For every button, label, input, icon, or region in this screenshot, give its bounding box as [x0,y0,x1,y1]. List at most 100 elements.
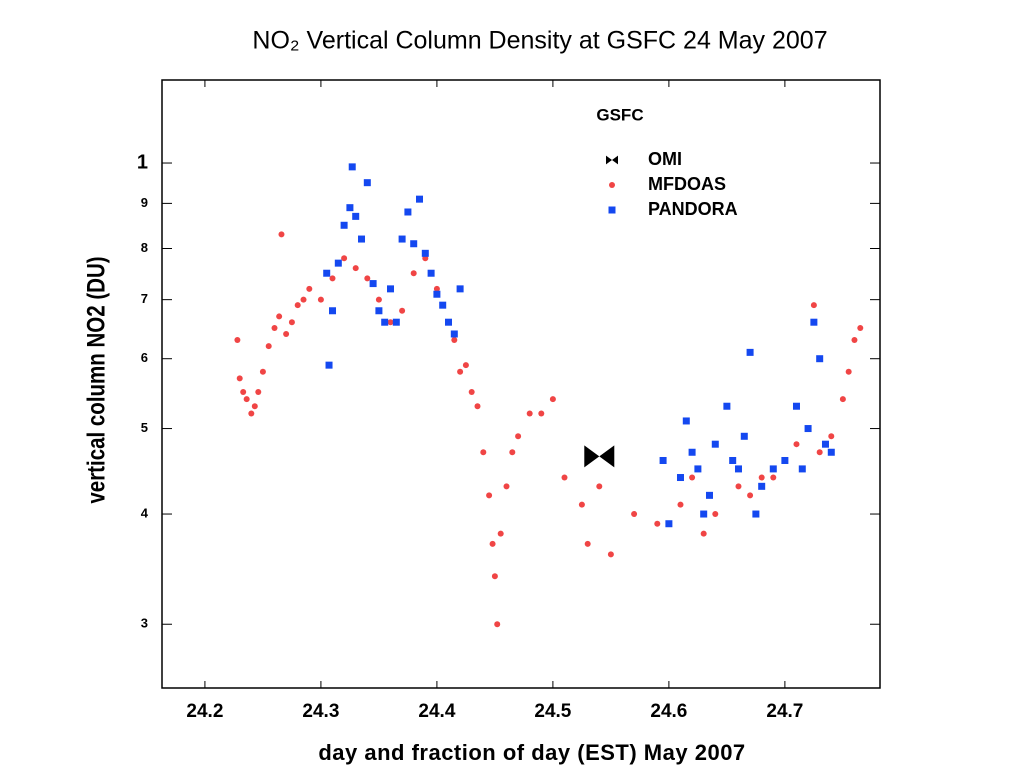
y-tick-label: 7 [141,291,148,306]
point [468,389,475,396]
point [758,474,765,481]
point [769,465,777,473]
point [445,318,453,326]
point [688,448,696,456]
point [248,410,255,417]
point [584,540,591,547]
point [410,270,417,277]
y-tick-label: 6 [141,350,148,365]
point [387,319,394,326]
point [723,402,731,410]
point [369,280,377,288]
point [375,296,382,303]
point [457,368,464,375]
point [348,163,356,171]
point [236,375,243,382]
point [740,432,748,440]
point [497,530,504,537]
point [682,417,690,425]
y-tick-label: 3 [141,616,148,631]
chart-title: NO₂ Vertical Column Density at GSFC 24 M… [252,27,827,55]
point [317,296,324,303]
point [271,325,278,332]
point [323,269,331,277]
point [329,307,337,315]
point [300,296,307,303]
point [278,231,285,238]
point [781,456,789,464]
point [392,318,400,326]
point [491,573,498,580]
point [694,465,702,473]
point [439,301,447,309]
point [358,235,366,243]
point [288,319,295,326]
point [450,330,458,338]
point [451,337,458,344]
legend-label: MFDOAS [648,174,726,194]
point [433,285,440,292]
point [341,255,348,262]
point [584,445,615,468]
legend-title: GSFC [596,105,643,124]
point [276,313,283,320]
x-tick-label: 24.2 [186,701,223,722]
point [283,330,290,337]
point [804,425,812,433]
point [561,474,568,481]
point [665,520,673,528]
point [821,440,829,448]
point [607,551,614,558]
point [375,307,383,315]
legend-marker [606,155,618,165]
x-tick-label: 24.4 [418,701,455,722]
point [352,265,359,272]
point [334,259,342,267]
point [676,474,684,482]
point [509,449,516,456]
point [381,318,389,326]
point [398,235,406,243]
point [677,501,684,508]
point [857,325,864,332]
x-tick-label: 24.6 [650,701,687,722]
point [474,403,481,410]
point [793,441,800,448]
x-tick-label: 24.3 [302,701,339,722]
point [515,433,522,440]
point [711,440,719,448]
point [364,275,371,282]
point [255,389,262,396]
point [387,285,395,293]
point [631,511,638,518]
point [240,389,247,396]
point [752,510,760,518]
point [526,410,533,417]
point [729,456,737,464]
point [399,307,406,314]
point [329,275,336,282]
point [758,482,766,490]
y-tick-label: 1 [137,151,148,173]
point [839,396,846,403]
point [352,212,360,220]
point [259,368,266,375]
point [421,249,429,257]
point [827,448,835,456]
point [503,483,510,490]
y-tick-label: 9 [141,195,148,210]
y-tick-label: 4 [141,505,149,520]
point [456,285,464,293]
point [816,449,823,456]
point [700,530,707,537]
point [549,396,556,403]
point [845,368,852,375]
legend-marker [608,206,616,214]
point [700,510,708,518]
point [828,433,835,440]
point [306,285,313,292]
point [494,621,501,628]
point [654,520,661,527]
point [659,456,667,464]
